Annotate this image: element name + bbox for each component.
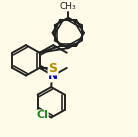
Text: CH₃: CH₃	[60, 2, 77, 11]
Text: N: N	[48, 69, 58, 82]
Text: S: S	[48, 62, 57, 75]
Text: Cl: Cl	[36, 110, 48, 120]
